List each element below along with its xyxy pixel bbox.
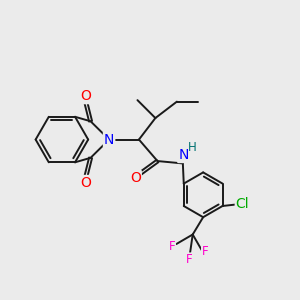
- Text: N: N: [178, 148, 189, 162]
- Text: O: O: [130, 171, 141, 185]
- Text: H: H: [188, 141, 196, 154]
- Text: F: F: [169, 240, 175, 253]
- Text: N: N: [104, 133, 114, 146]
- Text: O: O: [80, 176, 91, 190]
- Text: Cl: Cl: [236, 197, 249, 212]
- Text: O: O: [80, 89, 91, 103]
- Text: F: F: [202, 245, 208, 258]
- Text: F: F: [186, 254, 192, 266]
